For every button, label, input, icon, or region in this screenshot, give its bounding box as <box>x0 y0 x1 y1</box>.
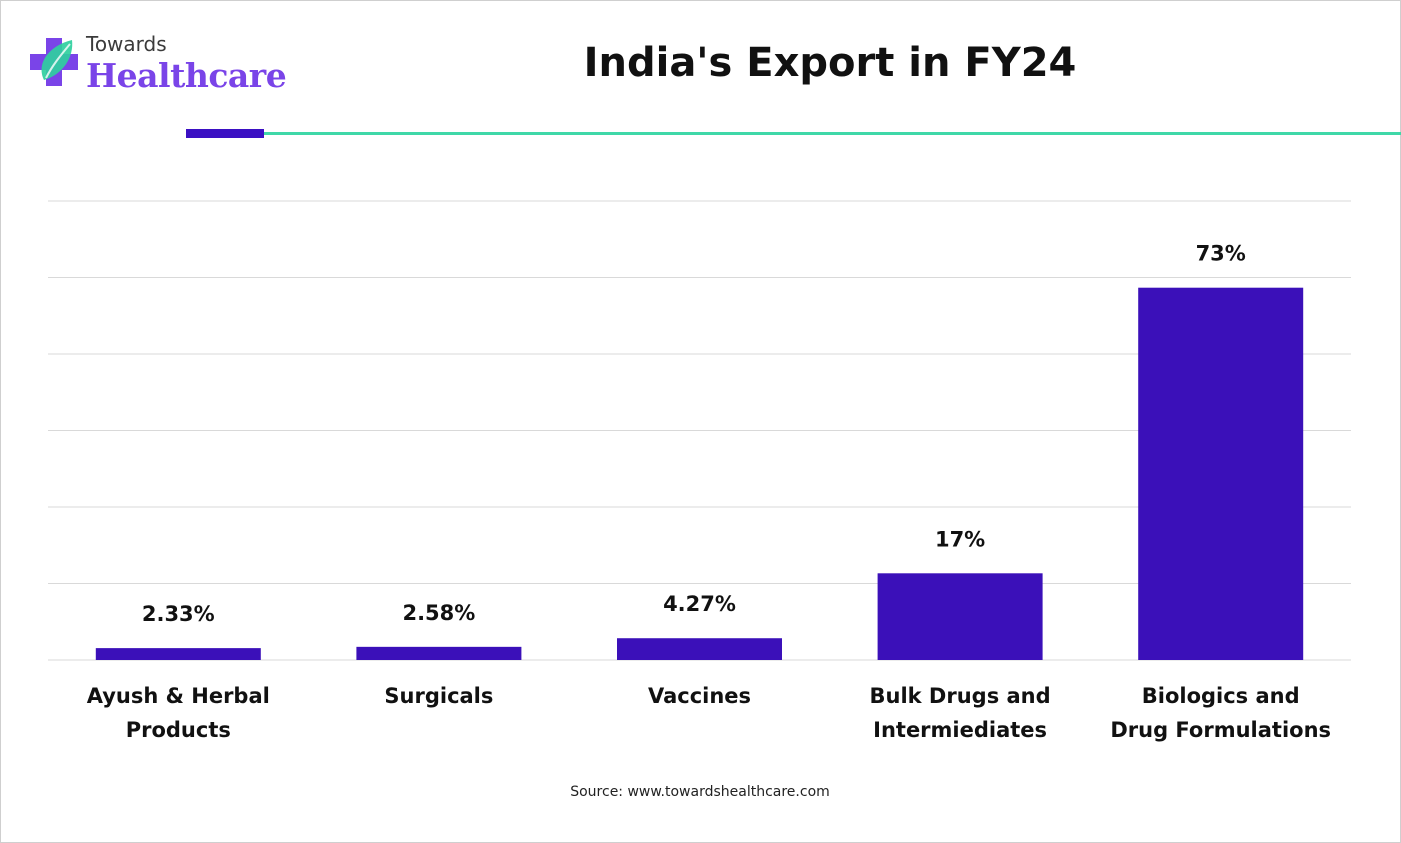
x-tick-label-line: Products <box>126 718 231 742</box>
logo-cross-icon <box>30 38 78 86</box>
bar-1 <box>95 648 261 660</box>
data-label-5: 73% <box>1196 242 1246 266</box>
x-tick-label-3: Vaccines <box>648 684 751 708</box>
bar-5 <box>1138 287 1304 660</box>
x-tick-label-line: Ayush & Herbal <box>87 684 270 708</box>
brand-logo: Towards Healthcare <box>26 30 287 100</box>
x-tick-label-line: Drug Formulations <box>1110 718 1331 742</box>
bar-3 <box>617 638 782 660</box>
title-rule-accent <box>186 129 264 138</box>
x-tick-label-line: Vaccines <box>648 684 751 708</box>
logo-text-towards: Towards <box>86 32 167 56</box>
data-label-3: 4.27% <box>663 592 736 616</box>
bar-2 <box>356 646 522 660</box>
x-tick-label-5: Biologics and Drug Formulations <box>1110 684 1331 742</box>
data-label-2: 2.58% <box>402 601 475 625</box>
x-tick-label-2: Surgicals <box>384 684 493 708</box>
source-note: Source: www.towardshealthcare.com <box>570 784 830 800</box>
bar-4 <box>877 573 1043 660</box>
logo-text-healthcare: Healthcare <box>86 56 287 95</box>
x-tick-label-line: Bulk Drugs and <box>870 684 1051 708</box>
data-label-4: 17% <box>935 527 985 551</box>
x-tick-label-4: Bulk Drugs and Intermiediates <box>870 684 1051 742</box>
x-tick-label-line: Intermiediates <box>873 718 1047 742</box>
title-rule-line <box>264 132 1401 135</box>
chart-title: India's Export in FY24 <box>583 40 1077 86</box>
x-tick-label-line: Biologics and <box>1142 684 1300 708</box>
data-label-1: 2.33% <box>142 602 215 626</box>
x-tick-label-line: Surgicals <box>384 684 493 708</box>
x-tick-label-1: Ayush & Herbal Products <box>87 684 270 742</box>
